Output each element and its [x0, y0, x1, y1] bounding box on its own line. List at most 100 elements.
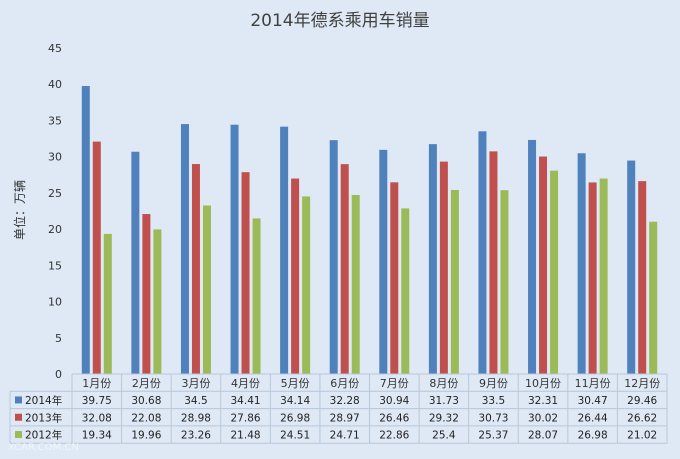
watermark-text: XCAR.COM.CN — [8, 442, 79, 453]
data-label: 34.5 — [184, 395, 207, 407]
x-tick-label: 12月份 — [624, 377, 660, 390]
data-label: 19.96 — [131, 430, 161, 442]
bar — [588, 182, 597, 374]
data-label: 28.97 — [330, 412, 360, 424]
bar — [92, 141, 101, 374]
data-label: 30.73 — [478, 412, 508, 424]
data-label: 39.75 — [82, 395, 112, 407]
bar — [450, 189, 459, 374]
bar — [550, 170, 559, 374]
legend-swatch — [15, 396, 22, 404]
bar — [390, 182, 399, 374]
bar — [478, 131, 487, 374]
x-tick-label: 4月份 — [231, 377, 260, 390]
bar — [180, 124, 189, 374]
bar — [291, 178, 300, 374]
data-label: 19.34 — [82, 430, 112, 442]
bar — [241, 172, 250, 374]
data-label: 26.46 — [379, 412, 409, 424]
x-tick-label: 10月份 — [525, 377, 561, 390]
bar — [599, 178, 608, 374]
y-tick-label: 40 — [48, 78, 62, 91]
bar — [103, 233, 112, 374]
legend-label: 2014年 — [25, 394, 62, 407]
bars — [81, 86, 658, 375]
bar — [302, 196, 311, 374]
bar — [379, 149, 388, 374]
bar — [500, 190, 509, 374]
bar — [539, 156, 548, 374]
data-table: 1月份 2月份 3月份 4月份 5月份 6月份 7月份 8月份 9月份 10月份 11月份 12月份 2… — [9, 373, 668, 444]
bar — [528, 139, 537, 374]
bar — [280, 126, 289, 374]
data-label: 32.31 — [528, 395, 558, 407]
legend-label: 2012年 — [25, 429, 62, 442]
data-label: 32.28 — [330, 395, 360, 407]
bar — [489, 151, 498, 374]
x-tick-label: 5月份 — [281, 377, 310, 390]
bar — [153, 229, 162, 374]
bar — [439, 161, 448, 374]
data-label: 30.68 — [131, 395, 161, 407]
data-label: 24.71 — [330, 430, 360, 442]
bar — [202, 205, 211, 374]
data-label: 34.41 — [231, 395, 261, 407]
y-axis-label: 单位：万辆 — [12, 180, 27, 240]
legend-swatch — [15, 413, 22, 421]
x-tick-label: 8月份 — [429, 377, 458, 390]
data-label: 29.32 — [429, 412, 459, 424]
data-label: 29.46 — [627, 395, 657, 407]
bar — [577, 153, 586, 374]
data-label: 23.26 — [181, 430, 211, 442]
bar — [627, 160, 636, 374]
data-label: 30.47 — [578, 395, 608, 407]
y-tick-label: 5 — [55, 332, 62, 345]
bar — [649, 221, 658, 374]
legend-label: 2013年 — [25, 411, 62, 424]
data-label: 22.86 — [379, 430, 409, 442]
data-label: 26.44 — [578, 412, 608, 424]
x-tick-label: 7月份 — [380, 377, 409, 390]
bar — [81, 86, 90, 375]
data-label: 33.5 — [482, 395, 505, 407]
bar — [340, 164, 349, 374]
y-tick-label: 0 — [55, 368, 62, 381]
data-label: 26.98 — [578, 430, 608, 442]
bar — [638, 181, 647, 374]
x-tick-label: 11月份 — [575, 377, 611, 390]
y-tick-label: 15 — [48, 259, 62, 272]
data-label: 21.48 — [231, 430, 261, 442]
data-label: 27.86 — [231, 412, 261, 424]
y-tick-label: 25 — [48, 187, 62, 200]
bar — [191, 164, 200, 374]
data-label: 28.98 — [181, 412, 211, 424]
data-label: 32.08 — [82, 412, 112, 424]
data-label: 24.51 — [280, 430, 310, 442]
x-tick-label: 9月份 — [479, 377, 508, 390]
data-label: 21.02 — [627, 430, 657, 442]
bar — [329, 140, 338, 374]
data-label: 26.62 — [627, 412, 657, 424]
y-tick-label: 45 — [48, 42, 62, 55]
bar — [401, 208, 410, 374]
chart-title: 2014年德系乘用车销量 — [250, 11, 429, 31]
bar — [428, 144, 437, 374]
bar — [252, 218, 261, 374]
y-tick-label: 10 — [48, 296, 62, 309]
data-label: 25.4 — [432, 430, 456, 442]
data-label: 31.73 — [429, 395, 459, 407]
data-label: 26.98 — [280, 412, 310, 424]
y-tick-label: 35 — [48, 114, 62, 127]
data-label: 30.02 — [528, 412, 558, 424]
data-label: 25.37 — [478, 430, 508, 442]
bar — [131, 151, 140, 374]
x-tick-label: 2月份 — [132, 377, 161, 390]
data-label: 30.94 — [379, 395, 409, 407]
x-tick-label: 3月份 — [181, 377, 210, 390]
y-tick-label: 30 — [48, 151, 62, 164]
y-axis: 0 5 10 15 20 25 30 35 40 45 — [48, 42, 62, 381]
legend-swatch — [15, 431, 22, 439]
x-tick-label: 1月份 — [82, 377, 111, 390]
